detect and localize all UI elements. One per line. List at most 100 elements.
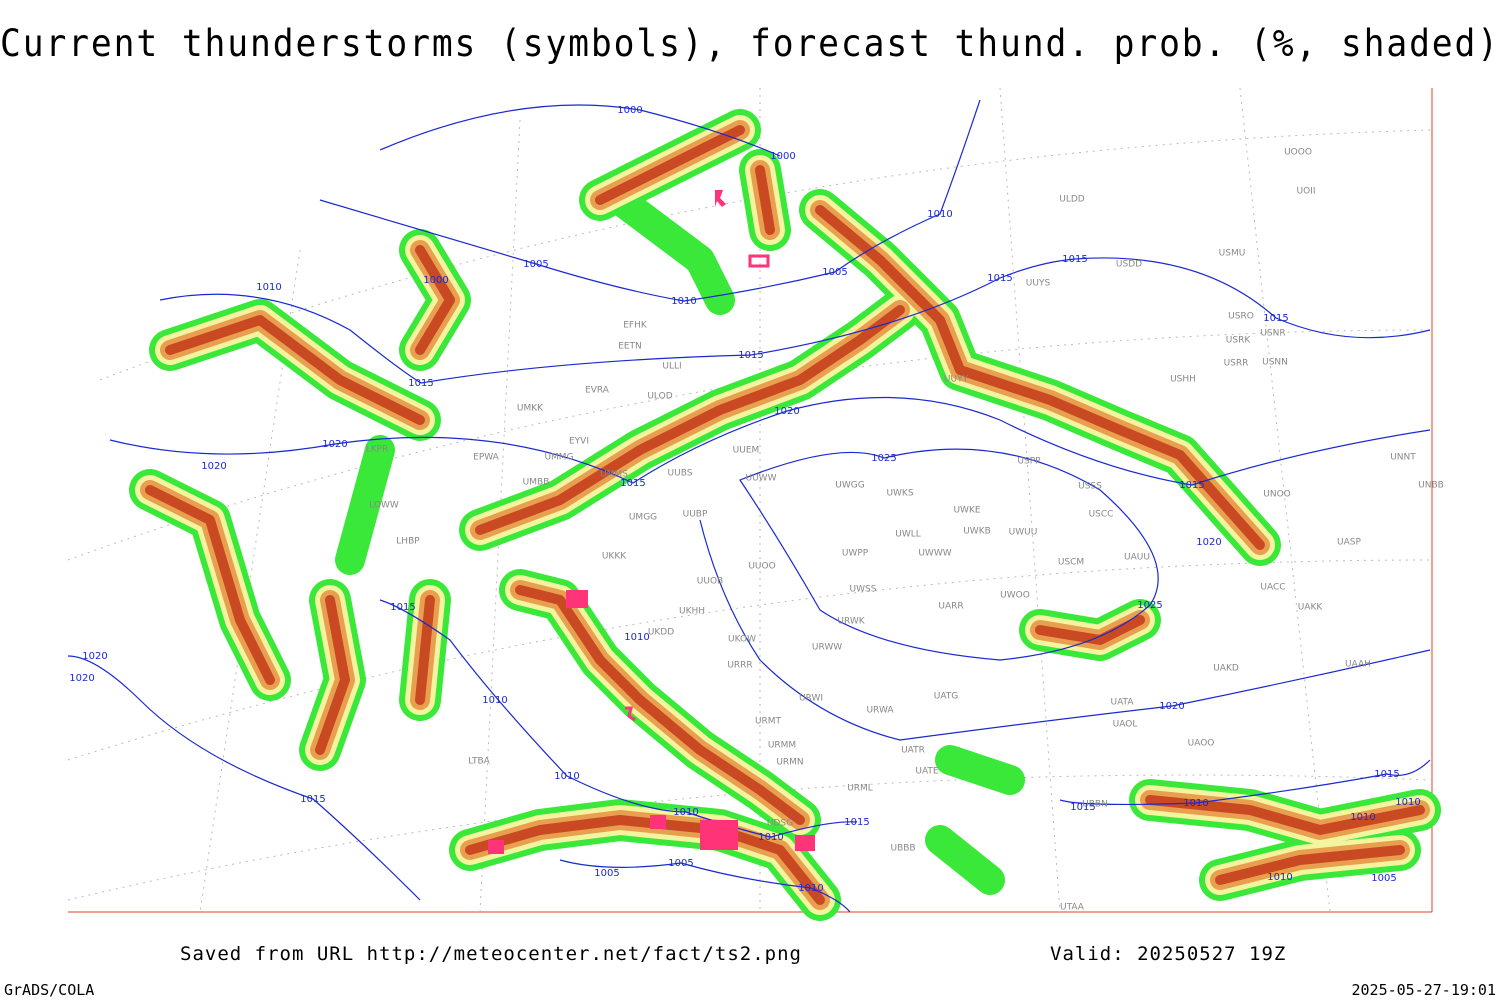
station-label: USRK xyxy=(1226,336,1252,346)
shading-band xyxy=(515,585,805,825)
source-url: Saved from URL http://meteocenter.net/fa… xyxy=(180,943,802,965)
station-label: USDD xyxy=(1116,260,1142,270)
isobar-label: 1015 xyxy=(300,794,325,805)
isobar-label: 1010 xyxy=(1267,872,1292,883)
isobar-label: 1010 xyxy=(798,883,823,894)
station-label: URMM xyxy=(768,741,796,751)
probability-shading xyxy=(129,109,1441,921)
isobar-label: 1010 xyxy=(671,296,696,307)
station-label: UACC xyxy=(1260,583,1285,593)
station-label: UATG xyxy=(934,692,959,702)
isobar-label: 1010 xyxy=(554,771,579,782)
isobar-label: 1010 xyxy=(624,632,649,643)
isobar-label: 1010 xyxy=(927,209,952,220)
station-label: UKOW xyxy=(728,635,756,645)
station-label: UWKE xyxy=(953,506,980,516)
station-label: UUBP xyxy=(683,510,708,520)
station-label: UOII xyxy=(1297,187,1316,197)
station-label: UUYY xyxy=(944,375,969,385)
isobar-label: 1015 xyxy=(1263,313,1288,324)
shading-band xyxy=(315,595,350,755)
station-label: UWOO xyxy=(1000,591,1030,601)
station-label: USPP xyxy=(1017,457,1041,467)
isobar-label: 1015 xyxy=(987,273,1012,284)
station-label: UASP xyxy=(1337,538,1361,548)
isobar-label: 1005 xyxy=(594,868,619,879)
shading-band xyxy=(465,815,825,905)
station-label: URMN xyxy=(776,758,803,768)
shading-band xyxy=(475,305,905,535)
isobar-label: 1020 xyxy=(1196,537,1221,548)
shading-band xyxy=(925,825,1005,895)
valid-time: Valid: 20250527 19Z xyxy=(1050,943,1286,965)
station-label: URMT xyxy=(755,717,782,727)
station-label: LHBP xyxy=(396,537,420,547)
station-label: EPWA xyxy=(473,453,500,463)
station-label: UOOO xyxy=(1284,148,1312,158)
shading-band xyxy=(165,315,425,425)
station-label: UAAH xyxy=(1345,660,1371,670)
isobar-label: 1020 xyxy=(82,651,107,662)
station-label: EFHK xyxy=(623,321,648,331)
station-label: UARR xyxy=(938,602,963,612)
storm-symbols xyxy=(488,190,815,854)
station-label: UWKB xyxy=(963,527,991,537)
isobar-label: 1020 xyxy=(1159,701,1184,712)
station-label: UMMS xyxy=(600,470,628,480)
shading-band xyxy=(1145,795,1425,835)
isobar-label: 1010 xyxy=(1395,797,1420,808)
isobar-label: 1015 xyxy=(390,602,415,613)
station-label: URWW xyxy=(812,643,842,653)
station-label: UAUU xyxy=(1124,553,1150,563)
isobar-label: 1000 xyxy=(617,105,642,116)
shading-band xyxy=(415,595,435,705)
shading-band xyxy=(605,185,735,315)
station-label: UWWW xyxy=(918,549,951,559)
station-label: EYVI xyxy=(569,437,589,447)
shading-band xyxy=(415,245,455,355)
station-label: UAKK xyxy=(1298,603,1324,613)
isobar-label: 1005 xyxy=(668,858,693,869)
isobar-label: 1015 xyxy=(408,378,433,389)
isobar-label: 1000 xyxy=(770,151,795,162)
station-label: UWUU xyxy=(1009,528,1038,538)
station-label: URML xyxy=(847,784,873,794)
isobar-label: 1010 xyxy=(1350,812,1375,823)
isobar-label: 1000 xyxy=(423,275,448,286)
isobar-label: 1025 xyxy=(1137,600,1162,611)
station-label: URWI xyxy=(799,694,823,704)
station-label: USNN xyxy=(1262,358,1288,368)
station-label: UMBB xyxy=(523,478,550,488)
isobar-label: 1010 xyxy=(673,807,698,818)
shading-band xyxy=(335,435,395,575)
isobar-label: 1015 xyxy=(1062,254,1087,265)
station-label: UNOO xyxy=(1263,490,1291,500)
station-label: UATA xyxy=(1110,698,1134,708)
station-label: UWPP xyxy=(842,549,869,559)
station-label: UATE xyxy=(915,767,939,777)
station-label: UWSS xyxy=(850,585,877,595)
station-label: UUYS xyxy=(1026,279,1051,289)
station-label: URWA xyxy=(866,706,894,716)
shading-band xyxy=(1215,845,1405,885)
station-label: USSS xyxy=(1078,482,1102,492)
station-label: LTBA xyxy=(468,757,490,767)
station-label: UATR xyxy=(901,746,925,756)
station-label: EETN xyxy=(618,342,642,352)
station-label: UUWW xyxy=(746,474,777,484)
station-label: URWK xyxy=(837,617,865,627)
isobar-label: 1015 xyxy=(738,350,763,361)
station-label: UKDD xyxy=(648,628,674,638)
software: GrADS/COLA xyxy=(4,981,94,999)
station-label: UUBS xyxy=(668,469,693,479)
isobar-label: 1015 xyxy=(1179,480,1204,491)
station-label: LKPR xyxy=(366,445,389,455)
isobar-label: 1010 xyxy=(482,695,507,706)
isobars xyxy=(67,99,1431,913)
station-label: UMGG xyxy=(629,513,657,523)
station-label: USCC xyxy=(1089,510,1114,520)
station-label: UAOL xyxy=(1113,720,1138,730)
isobar-label: 1020 xyxy=(201,461,226,472)
isobar-label: 1005 xyxy=(822,267,847,278)
